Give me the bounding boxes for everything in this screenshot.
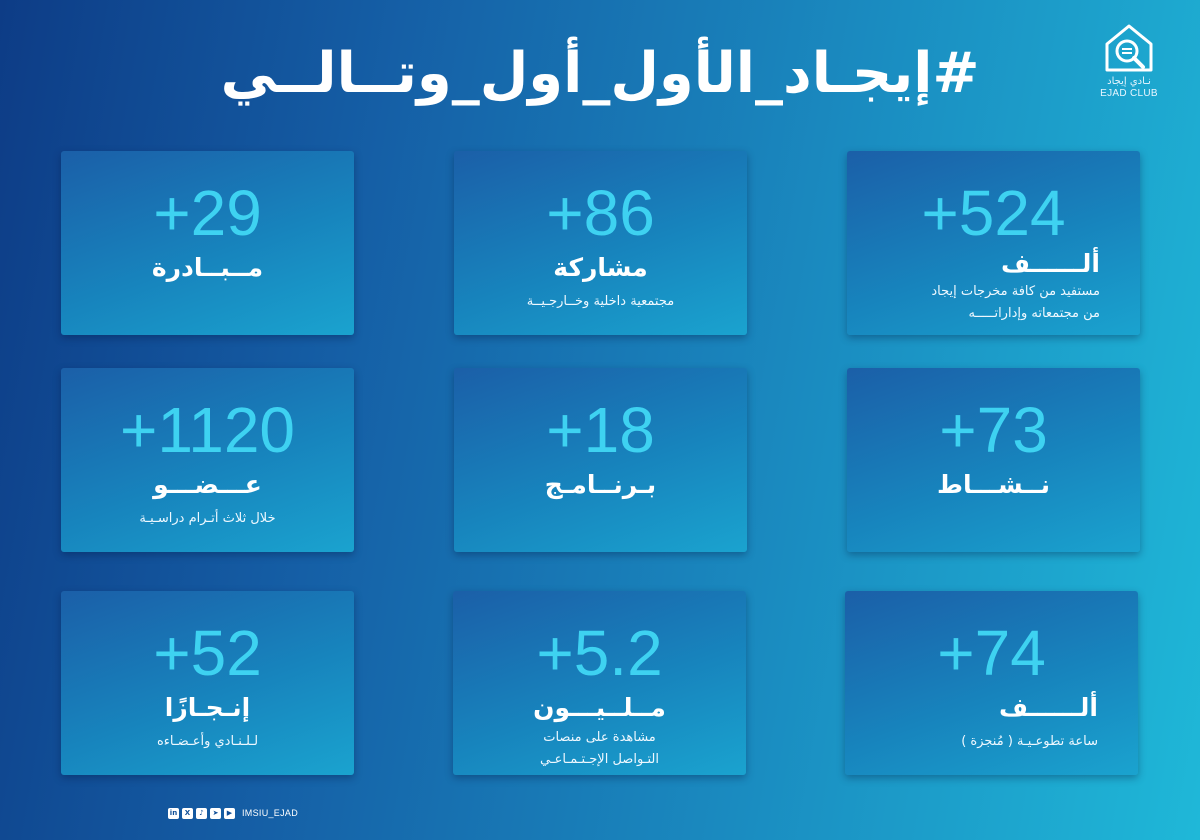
stat-card-activities: +73 نــشـــاط [847, 368, 1140, 552]
stat-number: +74 [937, 617, 1046, 689]
stat-card-beneficiaries: +524 ألــــــف مستفيد من كافة مخرجات إيج… [847, 151, 1140, 335]
stat-number: +73 [939, 394, 1048, 466]
stat-label: بـرنــامـج [544, 470, 657, 499]
stat-number: +5.2 [536, 617, 663, 689]
stat-subtext: ساعة تطوعـيـة ( مُنجزة ) [961, 734, 1098, 749]
stat-label: مــبــادرة [151, 253, 264, 282]
stat-number: +86 [546, 177, 655, 249]
stat-subtext: التـواصل الإجـتـمـاعـي [540, 752, 659, 767]
linkedin-icon[interactable]: in [168, 807, 179, 819]
stat-card-programs: +18 بـرنــامـج [454, 368, 747, 552]
stat-number: +1120 [120, 394, 295, 466]
stat-card-views: +5.2 مــلــيـــون مشاهدة على منصات التـو… [453, 591, 746, 775]
stat-label: إنـجـازًا [164, 693, 251, 722]
stat-label: مــلــيـــون [533, 693, 666, 722]
stat-label: ألــــــف [999, 693, 1098, 722]
page-title: #إيجـاد_الأول_أول_وتــالــي [220, 41, 980, 106]
social-footer: in X ♪ ➤ ▶ IMSIU_EJAD [168, 804, 298, 822]
stat-subtext: لـلـنـادي وأعـضـاءه [156, 734, 259, 749]
social-handle: IMSIU_EJAD [242, 808, 299, 818]
logo-english-text: EJAD CLUB [1100, 88, 1158, 99]
stat-subtext: من مجتمعاته وإداراتـــــه [968, 306, 1100, 321]
telegram-icon[interactable]: ➤ [210, 807, 221, 819]
stat-label: مشاركة [553, 253, 648, 282]
youtube-icon[interactable]: ▶ [224, 807, 235, 819]
search-house-icon [1105, 24, 1153, 72]
logo-arabic-text: نـادي إيجاد [1107, 76, 1151, 87]
stat-subtext: مشاهدة على منصات [543, 730, 656, 745]
stat-number: +52 [153, 617, 262, 689]
stat-card-initiatives: +29 مــبــادرة [61, 151, 354, 335]
stat-subtext: مستفيد من كافة مخرجات إيجاد [931, 284, 1100, 299]
stat-card-achievements: +52 إنـجـازًا لـلـنـادي وأعـضـاءه [61, 591, 354, 775]
tiktok-icon[interactable]: ♪ [196, 807, 207, 819]
club-logo: نـادي إيجاد EJAD CLUB [1090, 20, 1168, 102]
stat-label: نــشـــاط [937, 470, 1050, 499]
x-icon[interactable]: X [182, 807, 193, 819]
stat-subtext: خلال ثلاث أتـرام دراسـيـة [139, 511, 276, 526]
stat-number: +18 [546, 394, 655, 466]
stat-subtext: مجتمعية داخلية وخــارجـيــة [526, 294, 675, 309]
stat-card-members: +1120 عـــضـــو خلال ثلاث أتـرام دراسـيـ… [61, 368, 354, 552]
stat-number: +29 [153, 177, 262, 249]
stat-label: ألــــــف [1001, 249, 1100, 278]
stat-card-participations: +86 مشاركة مجتمعية داخلية وخــارجـيــة [454, 151, 747, 335]
stat-card-volunteer-hours: +74 ألــــــف ساعة تطوعـيـة ( مُنجزة ) [845, 591, 1138, 775]
stat-number: +524 [921, 177, 1066, 249]
stat-label: عـــضـــو [153, 470, 262, 499]
